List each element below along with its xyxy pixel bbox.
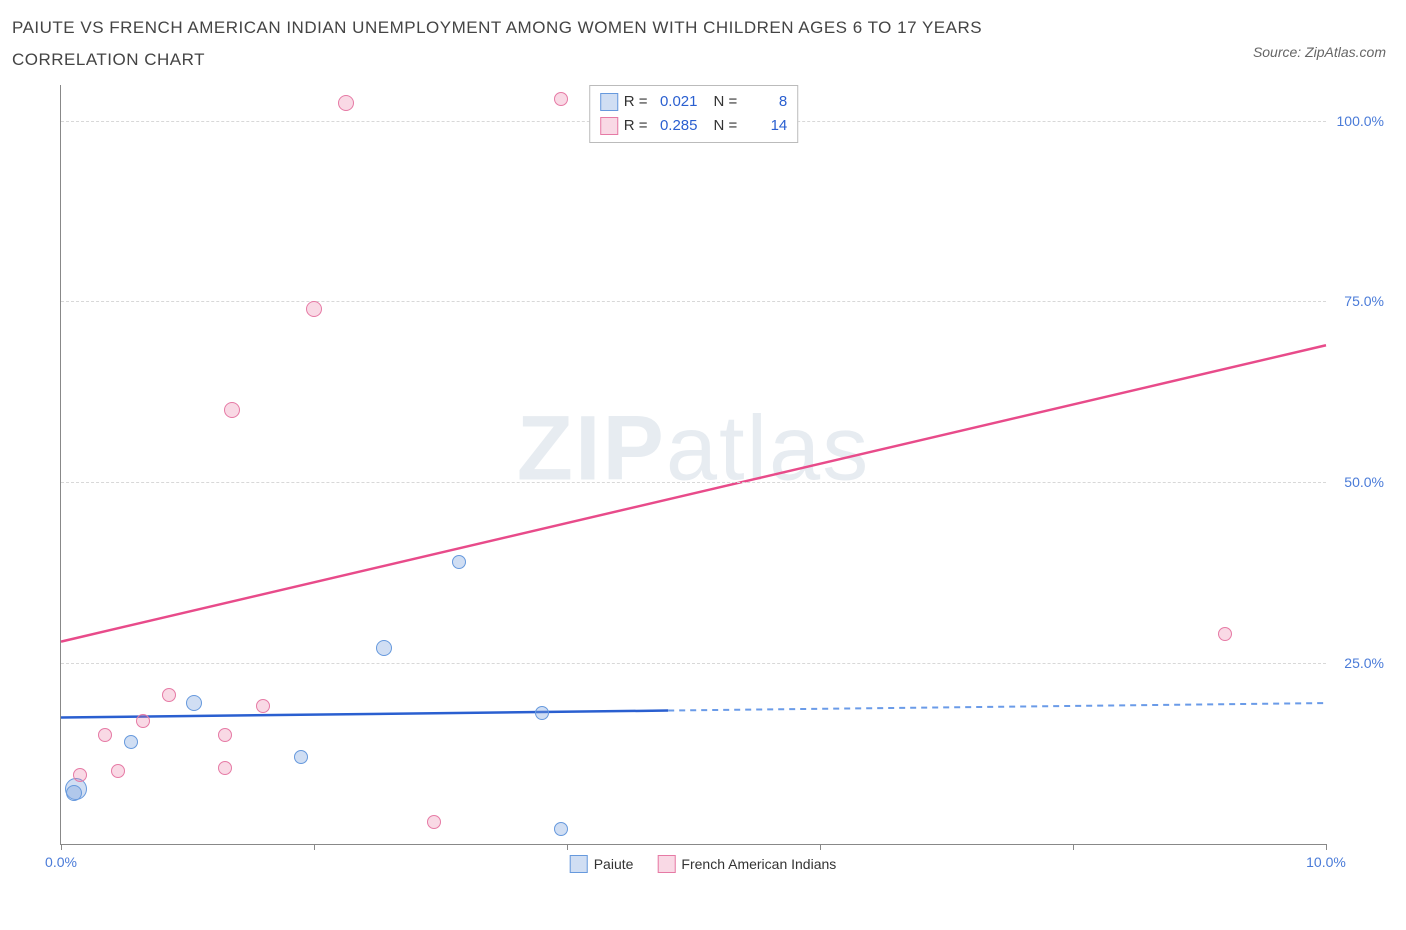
source-label: Source: ZipAtlas.com (1253, 44, 1386, 60)
x-tick (820, 844, 821, 850)
data-point (554, 822, 568, 836)
data-point (427, 815, 441, 829)
x-tick (1073, 844, 1074, 850)
data-point (162, 688, 176, 702)
x-tick-label: 0.0% (45, 854, 77, 870)
gridline (61, 301, 1326, 302)
r-label: R = (624, 114, 648, 138)
data-point (554, 92, 568, 106)
data-point (111, 764, 125, 778)
data-point (124, 735, 138, 749)
data-point (1218, 627, 1232, 641)
n-value: 14 (743, 114, 787, 138)
legend-item: French American Indians (657, 855, 836, 873)
scatter-plot: ZIPatlas R =0.021N =8R =0.285N =14 25.0%… (60, 85, 1326, 845)
r-value: 0.021 (654, 90, 698, 114)
legend-label: French American Indians (681, 856, 836, 872)
trendlines (61, 85, 1326, 844)
data-point (136, 714, 150, 728)
data-point (535, 706, 549, 720)
data-point (452, 555, 466, 569)
data-point (73, 768, 87, 782)
x-tick-label: 10.0% (1306, 854, 1346, 870)
legend-label: Paiute (594, 856, 634, 872)
legend-stat-row: R =0.285 N =14 (600, 114, 788, 138)
x-tick (567, 844, 568, 850)
data-point (218, 761, 232, 775)
legend-swatch (600, 117, 618, 135)
y-tick-label: 50.0% (1344, 474, 1384, 490)
r-label: R = (624, 90, 648, 114)
r-value: 0.285 (654, 114, 698, 138)
data-point (306, 301, 322, 317)
chart-title: PAIUTE VS FRENCH AMERICAN INDIAN UNEMPLO… (12, 12, 1112, 77)
n-value: 8 (743, 90, 787, 114)
data-point (338, 95, 354, 111)
data-point (376, 640, 392, 656)
gridline (61, 663, 1326, 664)
legend-swatch (657, 855, 675, 873)
legend-stats: R =0.021 N =8 R =0.285 N =14 (589, 85, 799, 143)
y-tick-label: 75.0% (1344, 293, 1384, 309)
data-point (218, 728, 232, 742)
y-tick-label: 100.0% (1337, 113, 1384, 129)
x-tick (1326, 844, 1327, 850)
x-tick (314, 844, 315, 850)
legend-item: Paiute (570, 855, 634, 873)
legend-stat-row: R =0.021 N =8 (600, 90, 788, 114)
data-point (98, 728, 112, 742)
data-point (66, 785, 82, 801)
legend-series: Paiute French American Indians (570, 855, 837, 873)
legend-swatch (600, 93, 618, 111)
data-point (186, 695, 202, 711)
legend-swatch (570, 855, 588, 873)
n-label: N = (714, 114, 738, 138)
gridline (61, 482, 1326, 483)
data-point (224, 402, 240, 418)
data-point (294, 750, 308, 764)
n-label: N = (714, 90, 738, 114)
y-tick-label: 25.0% (1344, 655, 1384, 671)
data-point (256, 699, 270, 713)
x-tick (61, 844, 62, 850)
